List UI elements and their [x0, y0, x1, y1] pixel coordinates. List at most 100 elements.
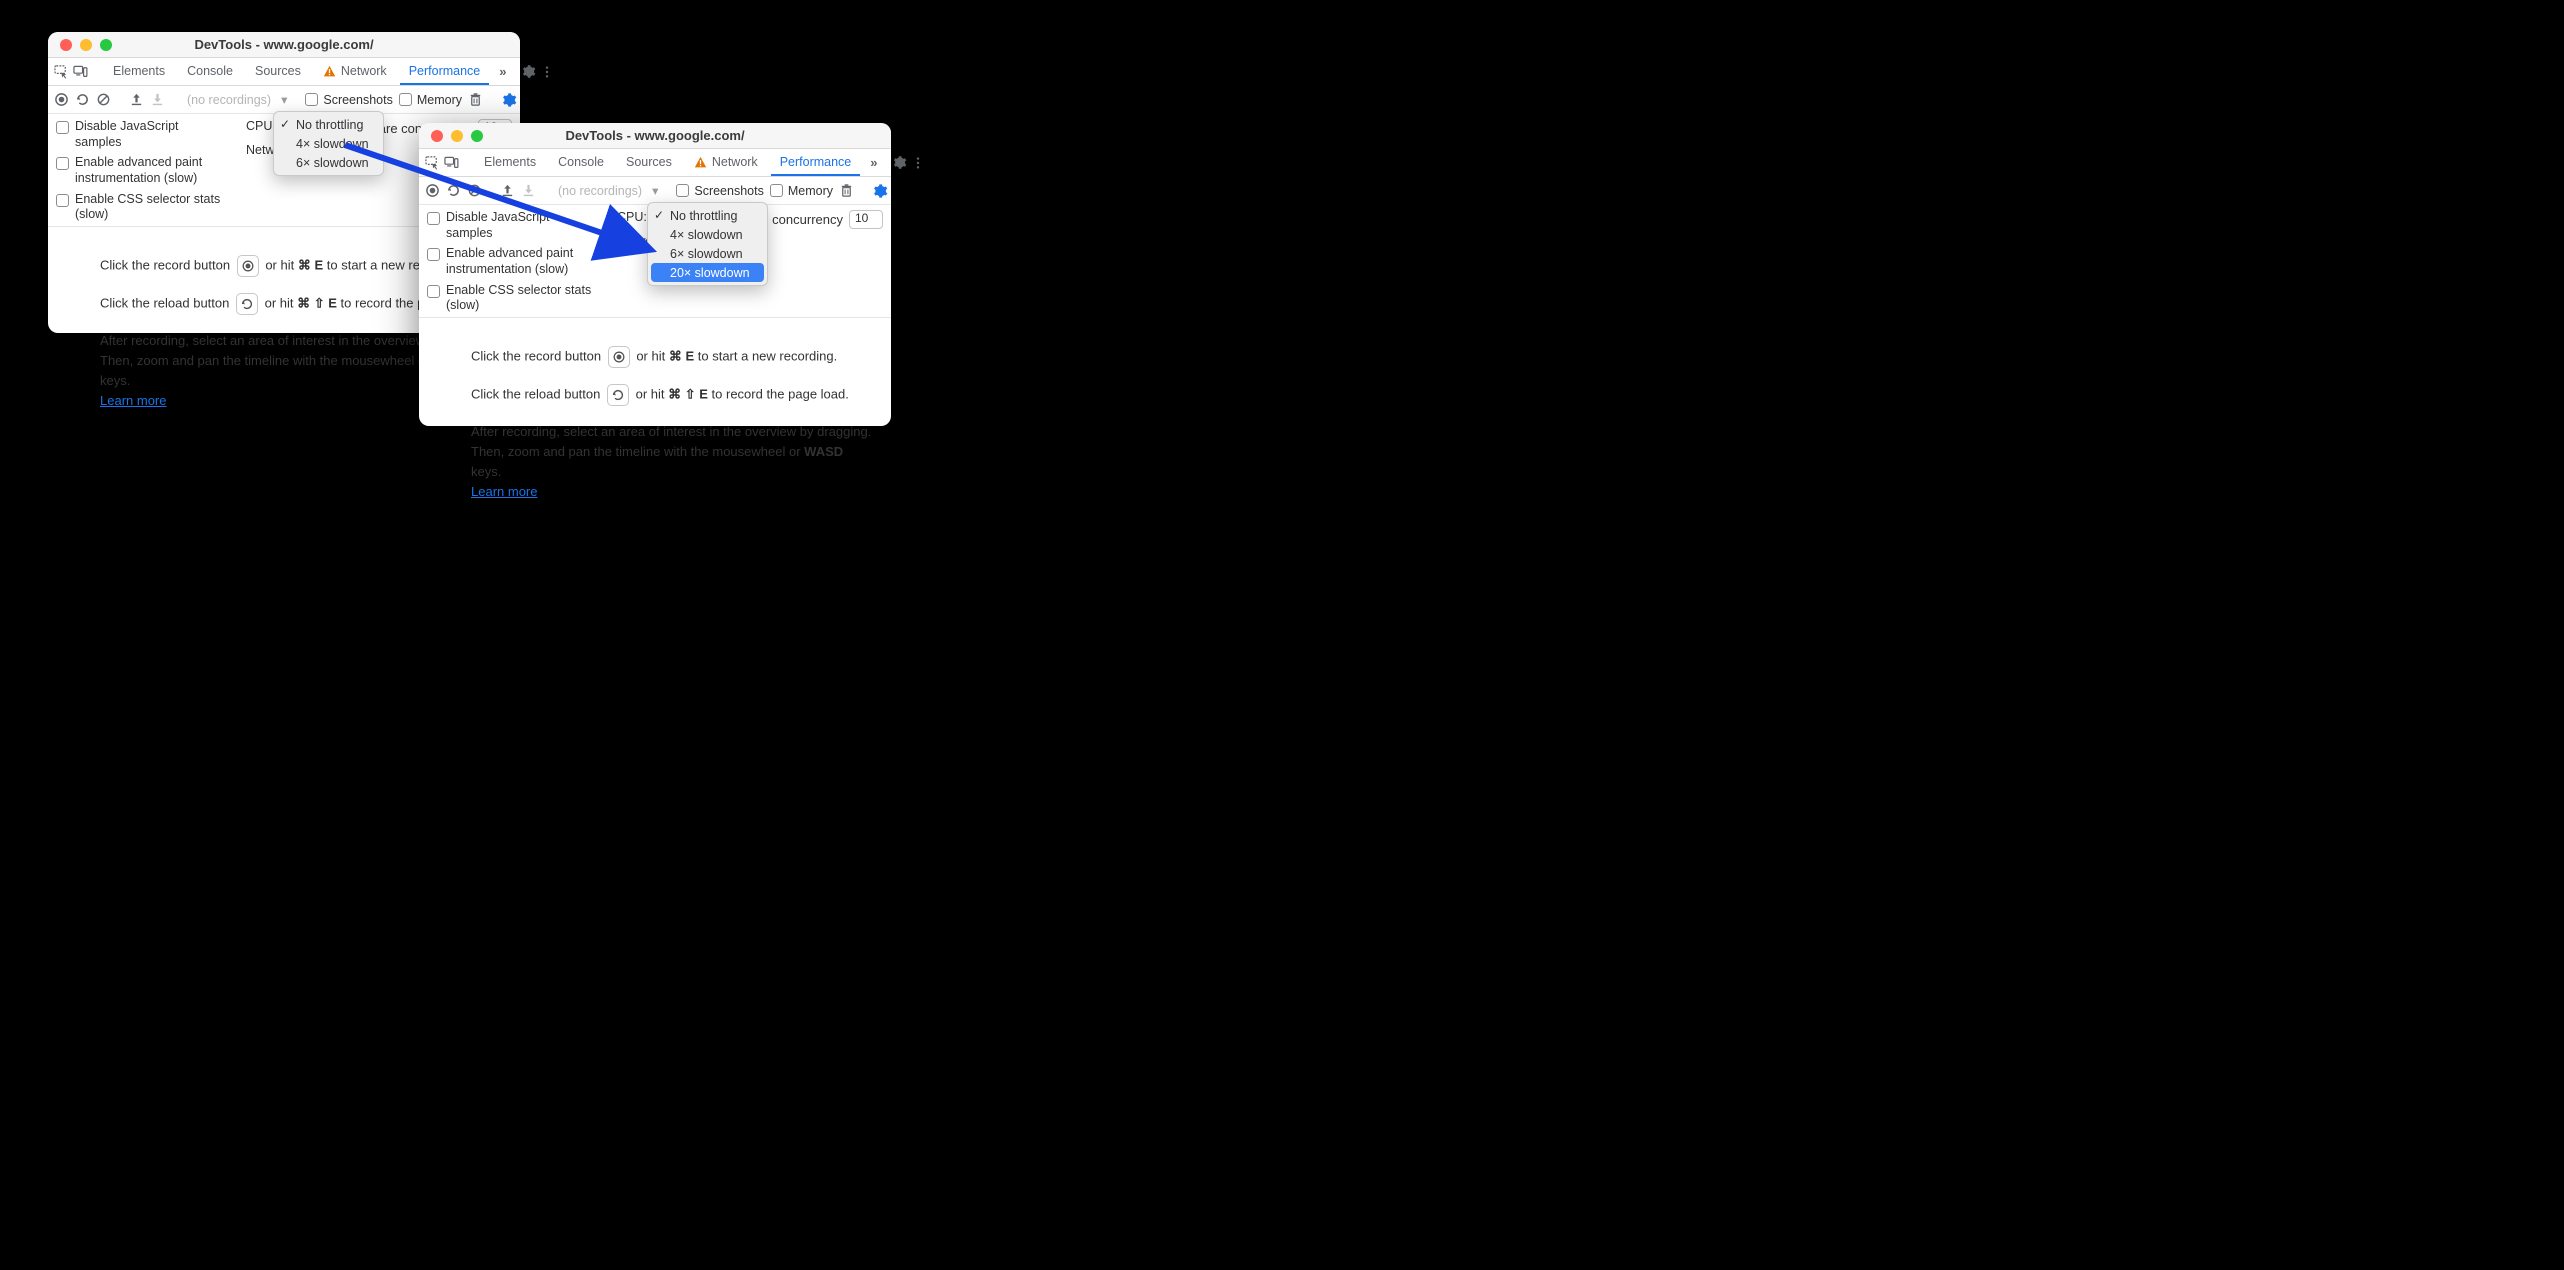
maximize-button[interactable]	[471, 130, 483, 142]
window-title: DevTools - www.google.com/	[48, 37, 520, 52]
tab-sources[interactable]: Sources	[246, 58, 310, 85]
option-label: Enable advanced paint instrumentation (s…	[75, 155, 226, 186]
after-hint: After recording, select an area of inter…	[471, 422, 873, 503]
memory-checkbox[interactable]: Memory	[399, 93, 462, 107]
recordings-placeholder: (no recordings)	[187, 93, 271, 107]
titlebar[interactable]: DevTools - www.google.com/	[419, 123, 891, 149]
checkbox-label: Memory	[788, 184, 833, 198]
option-label: Disable JavaScript samples	[75, 119, 226, 150]
device-icon[interactable]	[444, 152, 459, 174]
reload-hint: Click the reload button or hit ⌘ ⇧ E to …	[471, 384, 873, 406]
learn-more-link[interactable]: Learn more	[471, 484, 537, 499]
download-icon[interactable]	[150, 89, 165, 111]
minimize-button[interactable]	[451, 130, 463, 142]
cpu-throttling-dropdown[interactable]: No throttling 4× slowdown 6× slowdown 20…	[647, 202, 768, 286]
more-tabs-icon[interactable]: »	[864, 155, 884, 170]
perf-toolbar: (no recordings) ▾ Screenshots Memory	[419, 177, 891, 205]
tab-label: Network	[712, 155, 758, 169]
gear-icon[interactable]	[521, 61, 536, 83]
gc-icon[interactable]	[839, 180, 854, 202]
minimize-button[interactable]	[80, 39, 92, 51]
kebab-icon[interactable]	[540, 61, 554, 83]
option-label: Disable JavaScript samples	[446, 210, 597, 241]
disable-js-samples-checkbox[interactable]: Disable JavaScript samples	[427, 210, 597, 241]
inspect-icon[interactable]	[54, 61, 69, 83]
upload-icon[interactable]	[500, 180, 515, 202]
perf-settings-gear-icon[interactable]	[501, 89, 517, 111]
record-mini-icon	[608, 346, 630, 368]
perf-settings: Disable JavaScript samples Enable advanc…	[419, 205, 891, 318]
devtools-window: DevTools - www.google.com/ Elements Cons…	[419, 123, 891, 426]
traffic-lights	[419, 130, 483, 142]
advanced-paint-checkbox[interactable]: Enable advanced paint instrumentation (s…	[56, 155, 226, 186]
tab-label: Console	[187, 64, 233, 78]
tab-label: Sources	[255, 64, 301, 78]
tab-label: Elements	[484, 155, 536, 169]
learn-more-link[interactable]: Learn more	[100, 393, 166, 408]
tab-elements[interactable]: Elements	[104, 58, 174, 85]
traffic-lights	[48, 39, 112, 51]
window-title: DevTools - www.google.com/	[419, 128, 891, 143]
dropdown-item[interactable]: No throttling	[274, 115, 383, 134]
dropdown-item[interactable]: 20× slowdown	[651, 263, 764, 282]
advanced-paint-checkbox[interactable]: Enable advanced paint instrumentation (s…	[427, 246, 597, 277]
hw-concurrency-input[interactable]: 10	[849, 210, 883, 229]
tab-console[interactable]: Console	[178, 58, 242, 85]
dropdown-item[interactable]: No throttling	[648, 206, 767, 225]
tab-label: Console	[558, 155, 604, 169]
option-label: Enable CSS selector stats (slow)	[446, 283, 597, 314]
recordings-select[interactable]: (no recordings)	[554, 184, 642, 198]
clear-icon[interactable]	[467, 180, 482, 202]
gear-icon[interactable]	[892, 152, 907, 174]
dropdown-item[interactable]: 4× slowdown	[274, 134, 383, 153]
record-icon[interactable]	[425, 180, 440, 202]
screenshots-checkbox[interactable]: Screenshots	[305, 93, 392, 107]
tab-console[interactable]: Console	[549, 149, 613, 176]
checkbox-label: Memory	[417, 93, 462, 107]
tab-bar: Elements Console Sources Network Perform…	[48, 58, 520, 86]
perf-settings-gear-icon[interactable]	[872, 180, 888, 202]
titlebar[interactable]: DevTools - www.google.com/	[48, 32, 520, 58]
tab-elements[interactable]: Elements	[475, 149, 545, 176]
tab-network[interactable]: Network	[314, 58, 396, 85]
clear-icon[interactable]	[96, 89, 111, 111]
disable-js-samples-checkbox[interactable]: Disable JavaScript samples	[56, 119, 226, 150]
tab-label: Sources	[626, 155, 672, 169]
reload-mini-icon	[236, 293, 258, 315]
checkbox-label: Screenshots	[694, 184, 763, 198]
download-icon[interactable]	[521, 180, 536, 202]
inspect-icon[interactable]	[425, 152, 440, 174]
tab-bar: Elements Console Sources Network Perform…	[419, 149, 891, 177]
close-button[interactable]	[431, 130, 443, 142]
perf-toolbar: (no recordings) ▾ Screenshots Memory	[48, 86, 520, 114]
css-selector-stats-checkbox[interactable]: Enable CSS selector stats (slow)	[427, 283, 597, 314]
gc-icon[interactable]	[468, 89, 483, 111]
screenshots-checkbox[interactable]: Screenshots	[676, 184, 763, 198]
tab-performance[interactable]: Performance	[771, 149, 861, 176]
more-tabs-icon[interactable]: »	[493, 64, 513, 79]
css-selector-stats-checkbox[interactable]: Enable CSS selector stats (slow)	[56, 192, 226, 223]
device-icon[interactable]	[73, 61, 88, 83]
maximize-button[interactable]	[100, 39, 112, 51]
close-button[interactable]	[60, 39, 72, 51]
record-icon[interactable]	[54, 89, 69, 111]
tab-sources[interactable]: Sources	[617, 149, 681, 176]
recordings-placeholder: (no recordings)	[558, 184, 642, 198]
tab-performance[interactable]: Performance	[400, 58, 490, 85]
tab-label: Network	[341, 64, 387, 78]
dropdown-item[interactable]: 6× slowdown	[648, 244, 767, 263]
memory-checkbox[interactable]: Memory	[770, 184, 833, 198]
warning-icon	[323, 65, 336, 78]
reload-icon[interactable]	[75, 89, 90, 111]
warning-icon	[694, 156, 707, 169]
reload-icon[interactable]	[446, 180, 461, 202]
recordings-select[interactable]: (no recordings)	[183, 93, 271, 107]
upload-icon[interactable]	[129, 89, 144, 111]
cpu-throttling-dropdown[interactable]: No throttling 4× slowdown 6× slowdown	[273, 111, 384, 176]
tab-network[interactable]: Network	[685, 149, 767, 176]
cpu-label: CPU:	[617, 210, 647, 224]
dropdown-item[interactable]: 6× slowdown	[274, 153, 383, 172]
kebab-icon[interactable]	[911, 152, 925, 174]
cpu-label: CPU:	[246, 119, 276, 133]
dropdown-item[interactable]: 4× slowdown	[648, 225, 767, 244]
